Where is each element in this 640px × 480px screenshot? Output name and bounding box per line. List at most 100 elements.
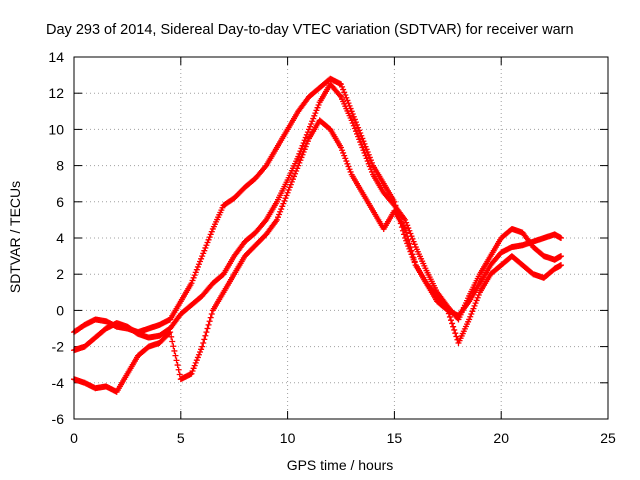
data-point (305, 126, 312, 133)
data-point (339, 83, 346, 90)
data-point (348, 117, 355, 124)
data-point (262, 218, 269, 225)
data-point (277, 208, 284, 215)
data-point (193, 357, 200, 364)
y-ticks: -6 -4 -2 0 2 4 6 8 10 12 14 (48, 49, 608, 427)
data-point (176, 371, 183, 378)
data-point (301, 146, 308, 153)
x-tick-label: 5 (177, 430, 185, 446)
chart-title: Day 293 of 2014, Sidereal Day-to-day VTE… (46, 22, 574, 38)
data-point (349, 111, 356, 118)
data-point (274, 214, 281, 221)
data-point (357, 139, 364, 146)
data-point (298, 154, 305, 161)
y-tick-label: 2 (56, 266, 64, 282)
data-point (364, 149, 371, 156)
data-point (342, 155, 349, 162)
data-point (207, 231, 214, 238)
data-point (444, 307, 451, 314)
data-point (189, 277, 196, 284)
data-point (304, 138, 311, 145)
data-point (473, 297, 480, 304)
data-point (206, 318, 213, 325)
data-point (301, 137, 308, 144)
data-point (405, 225, 412, 232)
data-point (362, 143, 369, 150)
data-point (344, 160, 351, 167)
data-point (340, 86, 347, 93)
data-point (282, 195, 289, 202)
data-point (312, 110, 319, 117)
data-point (354, 121, 361, 128)
data-point (359, 144, 366, 151)
x-tick-label: 20 (493, 430, 509, 446)
data-point (190, 365, 197, 372)
data-point (170, 343, 177, 350)
data-point (402, 225, 409, 232)
data-point (358, 132, 365, 139)
y-tick-label: 4 (56, 230, 64, 246)
series-track-c (71, 117, 565, 395)
data-point (303, 140, 310, 147)
data-point (191, 272, 198, 279)
series-track-a (71, 75, 565, 336)
data-point (291, 173, 298, 180)
data-point (195, 261, 202, 268)
data-point (408, 247, 415, 254)
data-point (363, 146, 370, 153)
data-point (200, 250, 207, 257)
data-point (360, 138, 367, 145)
data-point (349, 120, 356, 127)
data-point (286, 184, 293, 191)
data-point (166, 330, 173, 337)
data-point (352, 119, 359, 126)
data-point (280, 200, 287, 207)
data-point (201, 247, 208, 254)
y-tick-label: 14 (48, 49, 64, 65)
data-point (351, 125, 358, 132)
data-point (284, 189, 291, 196)
data-point (205, 321, 212, 328)
data-point (302, 134, 309, 141)
data-point (297, 148, 304, 155)
data-point (194, 263, 201, 270)
y-tick-label: 8 (56, 158, 64, 174)
data-point (363, 155, 370, 162)
data-point (354, 130, 361, 137)
data-point (208, 311, 215, 318)
data-point (292, 170, 299, 177)
x-tick-label: 15 (387, 430, 403, 446)
data-point (202, 332, 209, 339)
data-point (207, 314, 214, 321)
data-point (452, 330, 459, 337)
data-point (285, 187, 292, 194)
data-point (403, 219, 410, 226)
x-tick-label: 0 (70, 430, 78, 446)
data-point (361, 140, 368, 147)
x-tick-label: 25 (600, 430, 616, 446)
data-point (167, 329, 174, 336)
data-point (191, 362, 198, 369)
data-point (364, 158, 371, 165)
data-point (474, 294, 481, 301)
data-point (169, 338, 176, 345)
data-point (283, 192, 290, 199)
data-point (197, 258, 204, 265)
data-point (198, 255, 205, 262)
data-point (365, 151, 372, 158)
data-point (404, 233, 411, 240)
data-point (197, 349, 204, 356)
data-point (262, 163, 269, 170)
data-point (171, 347, 178, 354)
plot-frame (73, 56, 609, 420)
x-ticks: 0 5 10 15 20 25 (70, 57, 616, 446)
x-axis-label: GPS time / hours (287, 457, 394, 473)
data-point (341, 152, 348, 159)
data-point (307, 123, 314, 130)
data-point (273, 216, 280, 223)
data-point (194, 354, 201, 361)
data-point (450, 323, 457, 330)
data-point (203, 242, 210, 249)
data-point (343, 94, 350, 101)
data-point (366, 163, 373, 170)
